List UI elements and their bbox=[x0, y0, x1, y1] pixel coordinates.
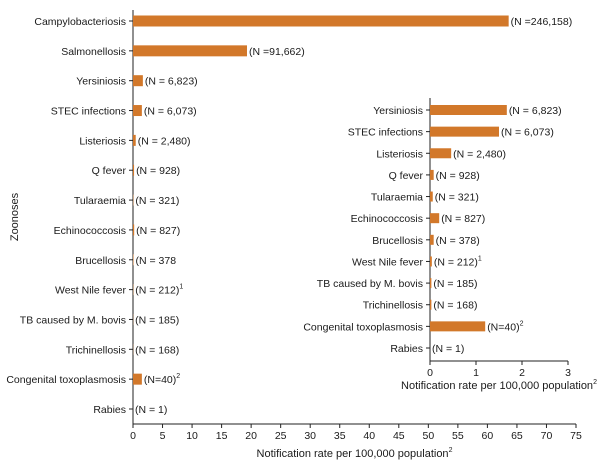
category-label: Tularaemia bbox=[74, 195, 126, 207]
x-tick-label: 15 bbox=[216, 430, 228, 442]
x-tick-label: 0 bbox=[427, 367, 433, 379]
category-label: Listeriosis bbox=[376, 148, 423, 160]
bar bbox=[430, 213, 439, 223]
y-axis-title: Zoonoses bbox=[9, 192, 21, 241]
value-label: (N = 185) bbox=[135, 314, 179, 326]
value-label: (N =91,662) bbox=[249, 46, 305, 58]
value-label: (N = 378 bbox=[135, 255, 176, 267]
category-label: STEC infections bbox=[348, 127, 423, 139]
value-label: (N = 6,823) bbox=[145, 76, 198, 88]
x-tick-label: 1 bbox=[473, 367, 479, 379]
category-label: Campylobacteriosis bbox=[34, 16, 126, 28]
value-label: (N = 6,073) bbox=[501, 127, 554, 139]
value-label: (N = 6,823) bbox=[509, 105, 562, 117]
value-label: (N = 185) bbox=[433, 278, 477, 290]
x-tick-label: 30 bbox=[304, 430, 316, 442]
value-label: (N = 2,480) bbox=[453, 148, 506, 160]
category-label: West Nile fever bbox=[352, 256, 423, 268]
category-label: Listeriosis bbox=[79, 135, 126, 147]
category-label: Trichinellosis bbox=[363, 300, 423, 312]
value-label: (N = 827) bbox=[136, 225, 180, 237]
bar bbox=[430, 127, 499, 137]
category-label: TB caused by M. bovis bbox=[317, 278, 423, 290]
category-label: Congenital toxoplasmosis bbox=[6, 374, 126, 386]
x-tick-label: 2 bbox=[519, 367, 525, 379]
category-label: STEC infections bbox=[51, 106, 126, 118]
x-tick-label: 25 bbox=[275, 430, 287, 442]
value-label: (N = 212)1 bbox=[135, 284, 183, 297]
bar bbox=[430, 105, 507, 115]
value-label: (N = 321) bbox=[435, 192, 479, 204]
value-label: (N = 2,480) bbox=[138, 135, 191, 147]
value-label: (N = 6,073) bbox=[144, 106, 197, 118]
value-label: (N = 928) bbox=[436, 170, 480, 182]
bar bbox=[430, 256, 432, 266]
category-label: Yersiniosis bbox=[373, 105, 423, 117]
category-label: Echinococcosis bbox=[351, 213, 423, 225]
value-label: (N = 1) bbox=[432, 343, 464, 355]
value-label: (N = 1) bbox=[135, 404, 167, 416]
bar bbox=[430, 278, 431, 288]
category-label: West Nile fever bbox=[55, 285, 126, 297]
category-label: Brucellosis bbox=[75, 255, 126, 267]
category-label: Yersiniosis bbox=[76, 76, 126, 88]
category-label: Tularaemia bbox=[371, 192, 423, 204]
x-tick-label: 55 bbox=[452, 430, 464, 442]
value-label: (N=40)2 bbox=[144, 373, 180, 386]
bar bbox=[430, 148, 451, 158]
bar bbox=[133, 105, 142, 116]
bar bbox=[133, 165, 134, 176]
category-label: Rabies bbox=[93, 404, 126, 416]
inset-chart: Yersiniosis (N = 6,823) STEC infections (N … bbox=[303, 98, 597, 392]
x-tick-label: 75 bbox=[570, 430, 582, 442]
value-label: (N =246,158) bbox=[511, 16, 573, 28]
value-label: (N = 168) bbox=[135, 344, 179, 356]
x-tick-label: 3 bbox=[565, 367, 571, 379]
value-label: (N = 928) bbox=[136, 165, 180, 177]
x-axis-title: Notification rate per 100,000 population… bbox=[257, 447, 453, 460]
category-label: Congenital toxoplasmosis bbox=[303, 321, 423, 333]
bar bbox=[133, 135, 136, 146]
category-label: Brucellosis bbox=[372, 235, 423, 247]
x-tick-label: 5 bbox=[160, 430, 166, 442]
bar bbox=[133, 224, 134, 235]
value-label: (N = 212)1 bbox=[434, 255, 482, 268]
main-chart: Campylobacteriosis (N =246,158) Salmonello… bbox=[6, 10, 582, 460]
category-label: Echinococcosis bbox=[54, 225, 126, 237]
x-axis-title: Notification rate per 100,000 population… bbox=[401, 379, 597, 392]
value-label: (N=40)2 bbox=[487, 320, 523, 333]
x-tick-label: 0 bbox=[130, 430, 136, 442]
x-tick-label: 45 bbox=[393, 430, 405, 442]
value-label: (N = 827) bbox=[441, 213, 485, 225]
bar bbox=[430, 321, 485, 331]
category-label: Trichinellosis bbox=[66, 344, 126, 356]
x-tick-label: 50 bbox=[422, 430, 434, 442]
bar bbox=[133, 45, 247, 56]
bar bbox=[430, 235, 434, 245]
category-label: TB caused by M. bovis bbox=[20, 314, 126, 326]
x-tick-label: 60 bbox=[482, 430, 494, 442]
x-tick-label: 70 bbox=[541, 430, 553, 442]
x-tick-label: 40 bbox=[363, 430, 375, 442]
value-label: (N = 321) bbox=[135, 195, 179, 207]
category-label: Salmonellosis bbox=[61, 46, 126, 58]
bar bbox=[133, 75, 143, 86]
bar bbox=[430, 170, 434, 180]
category-label: Q fever bbox=[389, 170, 424, 182]
value-label: (N = 168) bbox=[433, 300, 477, 312]
value-label: (N = 378) bbox=[436, 235, 480, 247]
bar bbox=[133, 16, 509, 27]
bar bbox=[133, 374, 142, 385]
category-label: Rabies bbox=[390, 343, 423, 355]
bar bbox=[430, 300, 431, 310]
x-tick-label: 10 bbox=[186, 430, 198, 442]
bar bbox=[430, 192, 433, 202]
x-tick-label: 20 bbox=[245, 430, 257, 442]
x-tick-label: 65 bbox=[511, 430, 523, 442]
x-tick-label: 35 bbox=[334, 430, 346, 442]
category-label: Q fever bbox=[92, 165, 127, 177]
